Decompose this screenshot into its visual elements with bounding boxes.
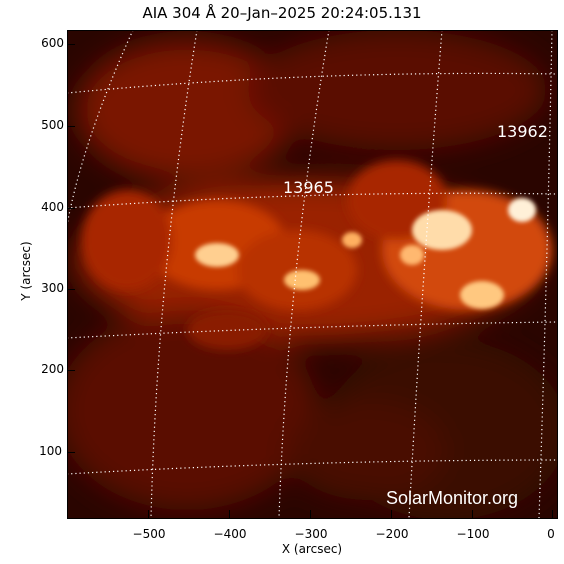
x-tick-label: −400 xyxy=(213,527,247,541)
x-axis-title: X (arcsec) xyxy=(281,542,343,556)
y-tick xyxy=(67,452,75,453)
x-tick xyxy=(391,510,392,518)
bright-kernels xyxy=(195,198,536,309)
x-tick xyxy=(148,510,149,518)
y-tick xyxy=(67,289,75,290)
solar-image-svg xyxy=(67,30,557,518)
x-tick-label: 0 xyxy=(547,527,555,541)
y-axis-title: Y (arcsec) xyxy=(19,241,33,301)
x-tick xyxy=(552,510,553,518)
x-tick xyxy=(472,510,473,518)
y-tick xyxy=(67,370,75,371)
y-tick xyxy=(67,208,75,209)
y-tick-label: 100 xyxy=(39,444,62,458)
y-tick xyxy=(67,44,75,45)
x-tick-label: −500 xyxy=(132,527,166,541)
y-tick-label: 400 xyxy=(41,200,64,214)
y-tick-label: 300 xyxy=(41,281,64,295)
coordinate-grid xyxy=(67,30,557,518)
x-tick-label: −200 xyxy=(375,527,409,541)
y-tick-label: 200 xyxy=(41,362,64,376)
x-tick xyxy=(310,510,311,518)
y-tick-label: 600 xyxy=(41,36,64,50)
y-tick-label: 500 xyxy=(41,118,64,132)
diffuse-emission xyxy=(67,30,557,518)
y-tick xyxy=(67,126,75,127)
x-tick-label: −100 xyxy=(456,527,490,541)
solar-image-area: 13962 13965 xyxy=(67,30,557,518)
figure-title: AIA 304 Å 20–Jan–2025 20:24:05.131 xyxy=(142,4,422,22)
watermark: SolarMonitor.org xyxy=(386,488,519,508)
x-tick-label: −300 xyxy=(294,527,328,541)
x-tick xyxy=(229,510,230,518)
region-label-13962: 13962 xyxy=(497,122,548,141)
region-label-13965: 13965 xyxy=(283,178,334,197)
